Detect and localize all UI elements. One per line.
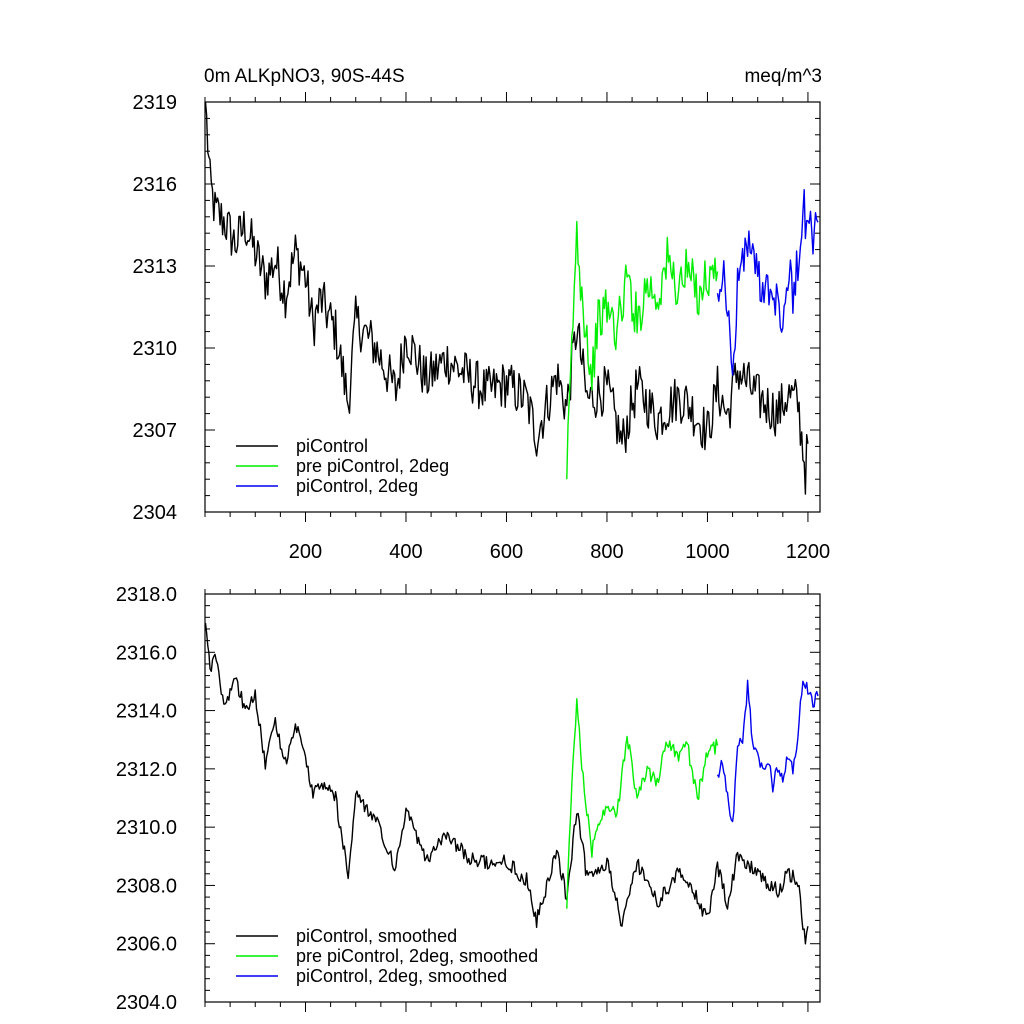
y-tick-label: 2304: [133, 502, 178, 524]
y-tick-label: 2316.0: [116, 642, 177, 664]
top-units: meq/m^3: [744, 66, 822, 87]
legend-label: piControl: [296, 436, 368, 456]
y-tick-label: 2310: [133, 338, 178, 360]
series-line-picontrol-2deg: [716, 188, 819, 376]
y-tick-label: 2319: [133, 92, 178, 114]
series-line-picontrol-smoothed: [204, 623, 809, 945]
x-tick-label: 200: [289, 541, 322, 563]
top-panel: 0m ALKpNO3, 90S-44S meq/m^3 2304 2307 2310…: [133, 66, 831, 563]
x-tick-label: 400: [389, 541, 422, 563]
bottom-panel: 2304.0 2306.0 2308.0 2310.0 2312.0 2314.0 2316…: [116, 584, 821, 1014]
legend-label: piControl, 2deg: [296, 476, 418, 496]
series-line-pre-picontrol-2deg-smoothed: [566, 698, 719, 909]
x-tick-label: 1200: [786, 541, 831, 563]
y-tick-label: 2304.0: [116, 992, 177, 1014]
y-tick-label: 2318.0: [116, 584, 177, 606]
plot-frame: [204, 593, 821, 1003]
y-tick-label: 2316: [133, 174, 178, 196]
x-tick-label: 600: [490, 541, 523, 563]
y-tick-label: 2308.0: [116, 875, 177, 897]
top-series: [204, 101, 819, 495]
y-tick-label: 2313: [133, 256, 178, 278]
legend-label: piControl, smoothed: [296, 926, 457, 946]
bottom-series: [204, 623, 819, 945]
legend-label: pre piControl, 2deg: [296, 456, 449, 476]
bottom-axes: 2304.0 2306.0 2308.0 2310.0 2312.0 2314.0 2316…: [116, 584, 821, 1014]
series-line-pre-picontrol-2deg: [566, 220, 719, 480]
legend-label: piControl, 2deg, smoothed: [296, 966, 507, 986]
top-axes: 2304 2307 2310 2313 2316 2319 200 400 600 800 1000…: [133, 92, 831, 563]
x-tick-label: 1000: [685, 541, 730, 563]
series-line-picontrol-2deg-smoothed: [716, 679, 819, 823]
series-line-picontrol: [204, 101, 809, 495]
y-tick-label: 2312.0: [116, 759, 177, 781]
y-tick-label: 2306.0: [116, 934, 177, 956]
plot-frame: [204, 101, 821, 513]
y-tick-label: 2307: [133, 420, 178, 442]
x-tick-label: 800: [590, 541, 623, 563]
y-tick-label: 2314.0: [116, 701, 177, 723]
legend-label: pre piControl, 2deg, smoothed: [296, 946, 538, 966]
top-title: 0m ALKpNO3, 90S-44S: [204, 66, 405, 87]
y-tick-label: 2310.0: [116, 817, 177, 839]
